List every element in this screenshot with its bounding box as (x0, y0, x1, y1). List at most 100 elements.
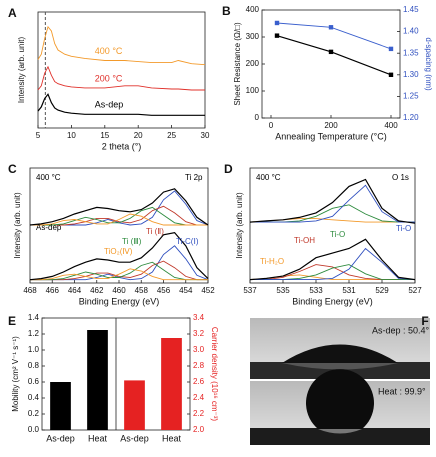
series-line (37, 25, 206, 66)
series-line (29, 231, 209, 281)
annotation: Ti (Ⅲ) (122, 237, 142, 246)
x-tick-label: 460 (112, 286, 126, 295)
series-line (276, 35, 392, 76)
x-tick-label: 5 (36, 131, 41, 140)
y2-tick-label: 1.20 (403, 113, 419, 122)
x-tick-label: 25 (167, 131, 176, 140)
y2-tick-label: 2.2 (193, 409, 205, 418)
series-line (30, 206, 208, 226)
bar (124, 380, 145, 430)
x-tick-label: 452 (201, 286, 215, 295)
y-tick-label: 100 (246, 86, 260, 95)
annotation: Ti-O (396, 224, 411, 233)
series-label: 400 °C (95, 46, 123, 56)
y-tick-label: 0.6 (28, 377, 40, 386)
series-line (276, 22, 392, 50)
x-tick-label: 533 (309, 286, 323, 295)
annotation: Ti-H₂O (260, 257, 284, 266)
x-axis-label: Binding Energy (eV) (79, 296, 160, 306)
series-line (250, 247, 416, 281)
series-line (30, 260, 208, 281)
panel-letter: B (222, 4, 231, 18)
contact-angle-photos: As-dep : 50.4° Heat : 99.9° F (250, 314, 430, 445)
y-tick-label: 0.2 (28, 409, 40, 418)
x-tick-label: 456 (157, 286, 171, 295)
y2-tick-label: 1.45 (403, 5, 419, 14)
point-marker (328, 25, 334, 30)
x-axis-label: 2 theta (°) (102, 141, 142, 151)
droplet (282, 344, 398, 363)
panel-letter: D (224, 162, 233, 176)
series-label: 200 °C (95, 73, 123, 83)
y2-tick-label: 2.0 (193, 425, 205, 434)
y-tick-label: 0 (255, 113, 260, 122)
point-marker (274, 33, 280, 38)
bar (50, 382, 71, 430)
x-tick-label: 10 (67, 131, 76, 140)
y-tick-label: 300 (246, 32, 260, 41)
series-line (37, 93, 205, 116)
x-tick-label: 458 (135, 286, 149, 295)
x-tick-label: As-dep (46, 433, 75, 443)
y2-tick-label: 1.40 (403, 27, 419, 36)
y-tick-label: 1.4 (28, 313, 40, 322)
panel-letter: F (421, 314, 428, 328)
series-line (250, 184, 415, 223)
x-tick-label: 20 (134, 131, 143, 140)
x-tick-label: 529 (375, 286, 389, 295)
annotation: 400 °C (256, 173, 281, 182)
y-axis-label: Intensity (arb. unit) (17, 37, 26, 104)
x-tick-label: 200 (324, 121, 338, 130)
x-tick-label: 535 (276, 286, 290, 295)
y2-tick-label: 3.4 (193, 313, 205, 322)
y-axis-label: Intensity (arb. unit) (235, 192, 244, 259)
y2-tick-label: 2.4 (193, 393, 205, 402)
y-tick-label: 400 (246, 5, 260, 14)
x-tick-label: 462 (90, 286, 104, 295)
x-tick-label: 468 (23, 286, 37, 295)
x-tick-label: As-dep (120, 433, 149, 443)
x-axis-label: Annealing Temperature (°C) (275, 131, 387, 141)
x-tick-label: 537 (243, 286, 257, 295)
y-tick-label: 1.0 (28, 345, 40, 354)
panel-letter: E (8, 314, 16, 328)
panel-letter: C (8, 162, 17, 176)
x-tick-label: 466 (46, 286, 60, 295)
x-axis-label: Binding Energy (eV) (292, 296, 373, 306)
annotation: Ti-OH (294, 236, 315, 245)
y2-axis-label: d-spacing (nm) (424, 37, 433, 91)
series-line (30, 213, 208, 226)
photo-label: Heat : 99.9° (378, 386, 426, 396)
series-line (37, 65, 205, 91)
bar (161, 338, 182, 430)
x-tick-label: 527 (408, 286, 422, 295)
annotation: Ti (Ⅱ) (146, 227, 164, 236)
photo-label: As-dep : 50.4° (372, 325, 430, 335)
x-tick-label: 0 (269, 121, 274, 130)
plot-frame (37, 11, 206, 129)
point-marker (388, 46, 394, 52)
y-tick-label: 0.4 (28, 393, 40, 402)
x-tick-label: 464 (68, 286, 82, 295)
y2-tick-label: 3.2 (193, 329, 205, 338)
y-axis-label: Sheet Resistance (Ω/□) (233, 22, 242, 106)
y2-tick-label: 1.25 (403, 92, 419, 101)
annotation: Ti-O (330, 230, 345, 239)
y2-tick-label: 2.6 (193, 377, 205, 386)
annotation: TiO₂(Ⅳ) (104, 247, 133, 256)
x-tick-label: 400 (384, 121, 398, 130)
reflection (282, 363, 398, 370)
point-marker (274, 20, 280, 26)
substrate (250, 428, 430, 445)
x-tick-label: 531 (342, 286, 356, 295)
y-tick-label: 200 (246, 59, 260, 68)
series-line (30, 261, 208, 281)
y2-tick-label: 1.35 (403, 48, 419, 57)
droplet (305, 369, 375, 429)
x-tick-label: 15 (100, 131, 109, 140)
annotation: Ti 2p (185, 173, 203, 182)
y2-tick-label: 2.8 (193, 361, 205, 370)
series-line (29, 188, 209, 226)
y2-tick-label: 1.30 (403, 70, 419, 79)
